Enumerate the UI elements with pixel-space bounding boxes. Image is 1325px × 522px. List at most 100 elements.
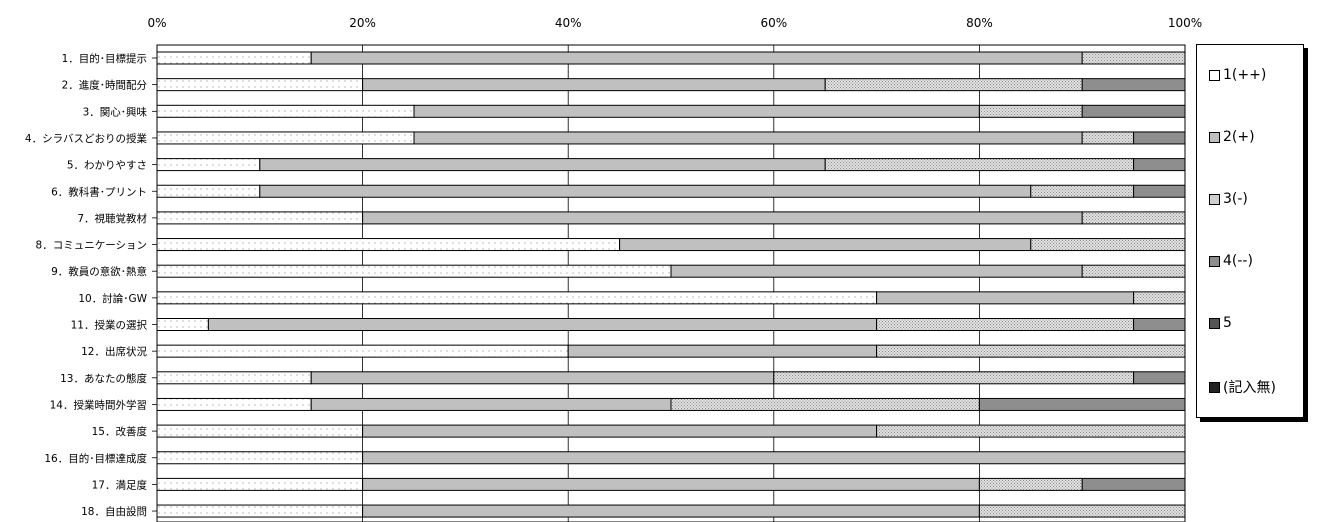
bar-segment-1 (156, 51, 312, 65)
bar-segment-2 (362, 424, 878, 438)
legend-label: 3(-) (1223, 191, 1248, 207)
category-labels: 1．目的･目標提示 2．進度･時間配分 3．関心･興味 4．シラバスどおりの授業 5．わ… (25, 52, 157, 518)
bar-segment-2 (413, 131, 1083, 145)
x-tick-label: 80% (966, 16, 993, 30)
bar-segment-1 (156, 504, 364, 518)
legend-swatch (1209, 381, 1220, 393)
legend-item: (記入無) (1209, 377, 1276, 397)
bar-segment-2 (259, 158, 826, 172)
legend-item: 4(--) (1209, 253, 1253, 269)
x-tick-label: 60% (760, 16, 787, 30)
legend-item: 5 (1209, 315, 1232, 331)
legend-label: 4(--) (1223, 253, 1253, 269)
category-label: 6．教科書･プリント (51, 185, 147, 198)
bar-segment-2 (567, 344, 878, 358)
bar-segment-2 (310, 397, 672, 411)
bar-segment-3 (1081, 51, 1186, 65)
bar-segment-2 (362, 477, 980, 491)
gridlines (156, 44, 1186, 522)
bar-segment-4 (1133, 318, 1186, 331)
bar-segment-2 (259, 184, 1032, 198)
category-label: 7．視聴覚教材 (77, 212, 147, 225)
bar-segment-4 (1081, 104, 1186, 118)
bar-segment-2 (207, 318, 878, 331)
bar-segment-2 (310, 371, 775, 385)
bar-segment-3 (876, 424, 1186, 438)
bar-segment-2 (362, 78, 826, 92)
bar-segment-3 (1081, 131, 1135, 145)
legend-label: 2(+) (1223, 129, 1255, 145)
legend-label: 1(++) (1223, 67, 1267, 83)
bar-segment-3 (876, 344, 1186, 358)
bar-segment-1 (156, 371, 312, 385)
bar-segment-1 (156, 291, 878, 305)
bar-segment-1 (156, 344, 569, 358)
x-tick-label: 40% (555, 16, 582, 30)
category-label: 1．目的･目標提示 (62, 52, 147, 65)
bar-segment-3 (1133, 291, 1186, 305)
bar-segment-2 (670, 264, 1083, 278)
bar-segment-2 (876, 291, 1135, 305)
legend-label: (記入無) (1223, 380, 1276, 396)
bar-segment-2 (413, 104, 980, 118)
bar-segment-4 (978, 397, 1186, 411)
bar-segment-1 (156, 158, 261, 172)
bar-segment-3 (824, 78, 1083, 92)
bar-segment-1 (156, 397, 312, 411)
category-label: 15．改善度 (92, 425, 148, 438)
category-label: 18．自由設問 (81, 505, 147, 518)
legend: 1(++) 2(+) 3(-) 4(--) 5 (記入無) (1196, 44, 1304, 418)
bar-segment-1 (156, 184, 261, 198)
bar-segment-4 (1133, 158, 1186, 172)
category-label: 4．シラバスどおりの授業 (25, 132, 148, 145)
bar-segment-3 (978, 477, 1083, 491)
category-label: 5．わかりやすさ (67, 160, 147, 172)
category-label: 10．討論･GW (78, 292, 147, 305)
category-label: 13．あなたの態度 (60, 372, 147, 385)
bar-segment-1 (156, 451, 364, 465)
category-label: 9．教員の意欲･熱意 (51, 265, 147, 278)
bar-segment-3 (670, 397, 980, 411)
x-tick-label: 100% (1168, 16, 1202, 30)
bar-segment-2 (362, 504, 980, 518)
bar-segment-3 (1081, 211, 1186, 225)
legend-label: 5 (1223, 315, 1232, 331)
bar-segment-1 (156, 264, 672, 278)
x-axis-ticks: 0% 20% 40% 60% 80% 100% (147, 16, 1202, 30)
bar-segment-3 (1081, 264, 1186, 278)
legend-item: 3(-) (1209, 191, 1248, 207)
category-label: 12．出席状況 (81, 345, 147, 358)
category-label: 14．授業時間外学習 (50, 398, 147, 411)
category-label: 3．関心･興味 (83, 106, 148, 118)
bar-segment-3 (1030, 184, 1135, 198)
bar-segment-3 (1030, 238, 1186, 252)
category-label: 16．目的･目標達成度 (44, 452, 147, 465)
category-label: 2．進度･時間配分 (62, 79, 148, 92)
bar-segment-1 (156, 238, 621, 252)
bar-segment-1 (156, 104, 415, 118)
legend-swatch (1209, 255, 1220, 267)
category-label: 11．授業の選択 (71, 319, 148, 332)
bar-segment-1 (156, 477, 364, 491)
bar-segment-1 (156, 131, 415, 145)
legend-item: 1(++) (1209, 67, 1266, 83)
bar-segment-1 (156, 318, 209, 331)
legend-swatch (1209, 131, 1220, 143)
bar-segment-2 (362, 211, 1083, 225)
bar-segment-1 (156, 211, 364, 225)
bar-segment-2 (310, 51, 1083, 65)
x-tick-label: 0% (147, 16, 166, 30)
bar-segment-2 (362, 451, 1186, 465)
bar-segment-3 (824, 158, 1135, 172)
bar-segment-2 (619, 238, 1032, 252)
bar-segment-3 (978, 104, 1083, 118)
legend-swatch (1209, 317, 1220, 329)
bar-segment-4 (1133, 184, 1186, 198)
bar-segment-3 (978, 504, 1186, 518)
bar-segment-3 (876, 318, 1135, 331)
legend-item: 2(+) (1209, 129, 1255, 145)
bar-segment-3 (773, 371, 1135, 385)
legend-swatch (1209, 69, 1220, 81)
bar-segment-4 (1133, 131, 1186, 145)
